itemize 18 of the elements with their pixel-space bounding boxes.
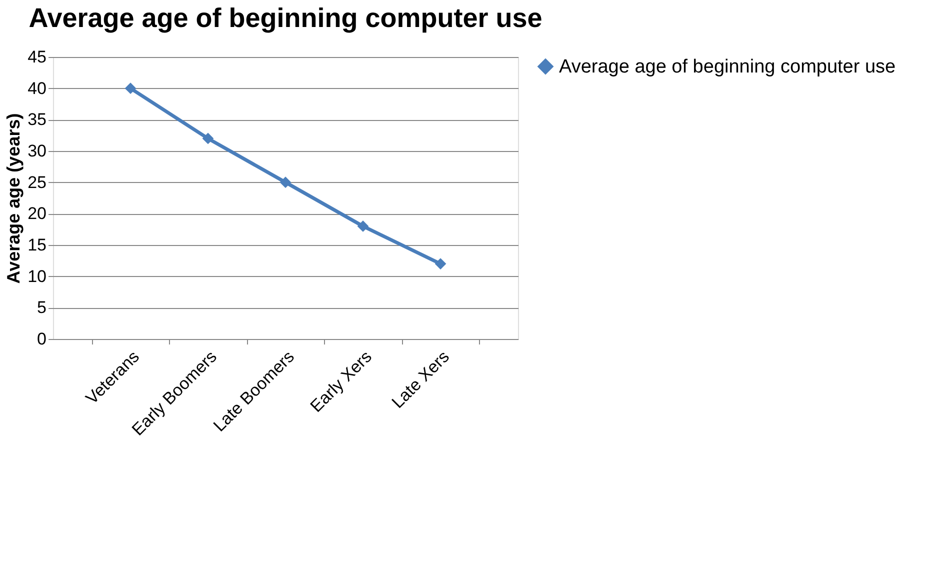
y-tick-label: 30 xyxy=(28,142,46,160)
y-tick-label: 25 xyxy=(28,172,46,192)
y-tick-label: 5 xyxy=(37,298,46,318)
point xyxy=(124,82,136,94)
y-axis-title: Average age (years) xyxy=(4,113,24,284)
y-tick-label: 45 xyxy=(28,48,46,66)
y-tick-label: 10 xyxy=(28,266,46,286)
y-tick-label: 15 xyxy=(28,236,46,254)
y-tick-label: 20 xyxy=(28,204,46,224)
legend-label: Average age of beginning computer use xyxy=(559,56,896,78)
y-tick-label: 35 xyxy=(28,110,46,130)
point xyxy=(434,258,446,270)
y-tick-label: 40 xyxy=(28,78,46,98)
point xyxy=(280,176,292,188)
chart-title: Average age of beginning computer use xyxy=(28,3,542,33)
point xyxy=(357,220,369,232)
point xyxy=(202,132,214,144)
y-tick-label: 0 xyxy=(37,330,46,348)
